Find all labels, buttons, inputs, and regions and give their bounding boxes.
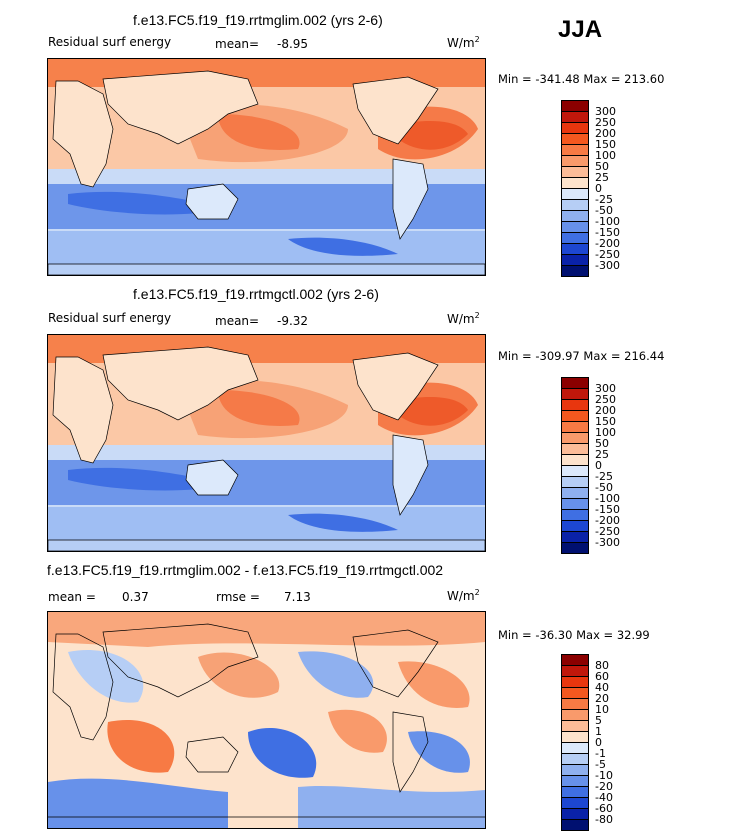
colorbar-tick: 150 [595,138,616,151]
colorbar-tick: -25 [595,470,613,483]
panel3-rmse-label: rmse = [216,590,260,604]
colorbar-tick: 100 [595,149,616,162]
panel2-mean-value: -9.32 [277,314,309,328]
panel2-map [47,334,486,552]
colorbar-swatch [561,265,589,277]
panel2-minmax: Min = -309.97 Max = 216.44 [498,349,665,363]
colorbar-tick: 25 [595,448,609,461]
panel2-title: f.e13.FC5.f19_f19.rrtmgctl.002 (yrs 2-6) [133,286,379,302]
colorbar-tick: 300 [595,105,616,118]
colorbar-tick: 1 [595,725,602,738]
colorbar-tick: -200 [595,237,620,250]
colorbar-tick: -50 [595,204,613,217]
colorbar-tick: 0 [595,459,602,472]
colorbar-tick: -60 [595,802,613,815]
panel3-units: W/m2 [447,588,480,603]
colorbar-tick: 40 [595,681,609,694]
panel2-mean-label: mean= [215,314,260,328]
colorbar-swatch [561,542,589,554]
colorbar-tick: 150 [595,415,616,428]
panel1-title: f.e13.FC5.f19_f19.rrtmglim.002 (yrs 2-6) [133,12,383,28]
colorbar-tick: 50 [595,160,609,173]
panel2-units: W/m2 [447,311,480,326]
colorbar-tick: 100 [595,426,616,439]
colorbar-tick: -250 [595,248,620,261]
colorbar-tick: 20 [595,692,609,705]
panel1-mean-value: -8.95 [277,37,309,51]
colorbar-tick: 5 [595,714,602,727]
colorbar-tick: -5 [595,758,606,771]
colorbar-tick: 0 [595,182,602,195]
colorbar-tick: 80 [595,659,609,672]
panel3-rmse-value: 7.13 [284,590,311,604]
panel3-title: f.e13.FC5.f19_f19.rrtmglim.002 - f.e13.F… [47,562,444,578]
colorbar-tick: 200 [595,127,616,140]
colorbar-tick: -20 [595,780,613,793]
colorbar-swatch [561,819,589,831]
colorbar-tick: -80 [595,813,613,826]
colorbar-tick: -25 [595,193,613,206]
panel3-mean-value: 0.37 [122,590,149,604]
colorbar-tick: -150 [595,226,620,239]
colorbar-tick: -1 [595,747,606,760]
colorbar-tick: -300 [595,536,620,549]
colorbar-tick: -300 [595,259,620,272]
panel3-mean-label: mean = [48,590,96,604]
colorbar-tick: 300 [595,382,616,395]
colorbar-tick: 10 [595,703,609,716]
panel3-map [47,611,486,829]
panel1-mean-label: mean= [215,37,260,51]
colorbar-tick: -150 [595,503,620,516]
colorbar-tick: -250 [595,525,620,538]
panel3-minmax: Min = -36.30 Max = 32.99 [498,628,650,642]
colorbar-tick: 250 [595,116,616,129]
panel1-map [47,58,486,276]
colorbar-tick: -100 [595,215,620,228]
colorbar-tick: -10 [595,769,613,782]
colorbar-tick: 200 [595,404,616,417]
colorbar-tick: 250 [595,393,616,406]
panel2-field-label: Residual surf energy [48,311,172,325]
colorbar-tick: -100 [595,492,620,505]
colorbar-tick: 50 [595,437,609,450]
colorbar-tick: -40 [595,791,613,804]
panel1-field-label: Residual surf energy [48,35,172,49]
season-label: JJA [558,16,603,43]
colorbar-tick: -50 [595,481,613,494]
colorbar-tick: 0 [595,736,602,749]
colorbar-tick: 25 [595,171,609,184]
panel1-units: W/m2 [447,35,480,50]
panel1-minmax: Min = -341.48 Max = 213.60 [498,72,665,86]
colorbar-tick: 60 [595,670,609,683]
colorbar-tick: -200 [595,514,620,527]
